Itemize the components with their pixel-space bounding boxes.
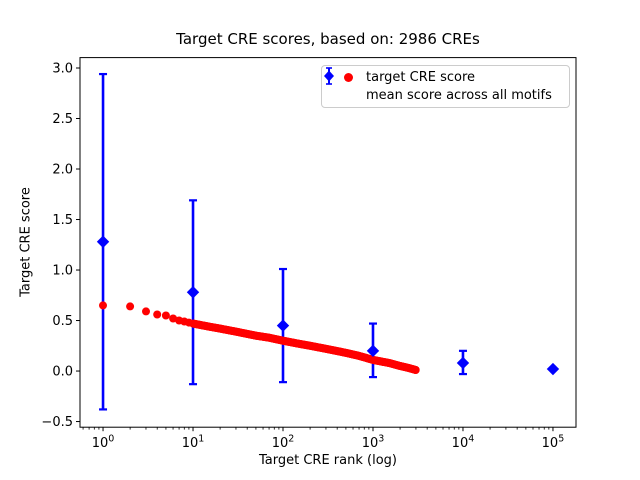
red-circle-marker-icon bbox=[343, 72, 353, 82]
legend-label: target CRE score bbox=[366, 69, 476, 85]
axis-ticks bbox=[76, 67, 554, 432]
mean-score-diamonds-layer bbox=[96, 235, 560, 376]
chart-title: Target CRE scores, based on: 2986 CREs bbox=[176, 30, 480, 48]
svg-text:−0.5: −0.5 bbox=[41, 415, 73, 430]
axes-frame bbox=[79, 57, 577, 428]
svg-text:104: 104 bbox=[452, 434, 475, 452]
svg-text:0.0: 0.0 bbox=[52, 365, 73, 380]
error-bars-layer bbox=[99, 72, 467, 411]
svg-text:1.5: 1.5 bbox=[52, 213, 73, 228]
tick-labels: 100 101 102 103 104 105 −0.5 0.0 0.5 1.0 1.5 2.0 2.5… bbox=[41, 62, 564, 451]
svg-text:105: 105 bbox=[542, 434, 565, 452]
target-score-points-layer bbox=[99, 301, 420, 374]
svg-text:103: 103 bbox=[362, 434, 385, 452]
svg-text:2.0: 2.0 bbox=[52, 163, 73, 178]
svg-text:1.0: 1.0 bbox=[52, 264, 73, 279]
legend-entry-target-cre-score: target CRE score bbox=[330, 68, 561, 87]
legend-entry-mean-score: mean score across all motifs bbox=[324, 67, 561, 106]
svg-text:0.5: 0.5 bbox=[52, 314, 73, 329]
y-axis-label: Target CRE score bbox=[18, 187, 34, 297]
svg-text:101: 101 bbox=[182, 434, 205, 452]
legend-label: mean score across all motifs bbox=[366, 88, 552, 104]
x-axis-label: Target CRE rank (log) bbox=[259, 453, 397, 468]
svg-text:3.0: 3.0 bbox=[52, 62, 73, 77]
svg-text:100: 100 bbox=[92, 434, 115, 452]
svg-text:102: 102 bbox=[272, 434, 295, 452]
blue-diamond-errorbar-icon bbox=[324, 67, 334, 85]
legend-marker-cell bbox=[330, 72, 366, 82]
svg-text:2.5: 2.5 bbox=[52, 112, 73, 127]
legend: target CRE score mean score across all m… bbox=[321, 65, 570, 108]
